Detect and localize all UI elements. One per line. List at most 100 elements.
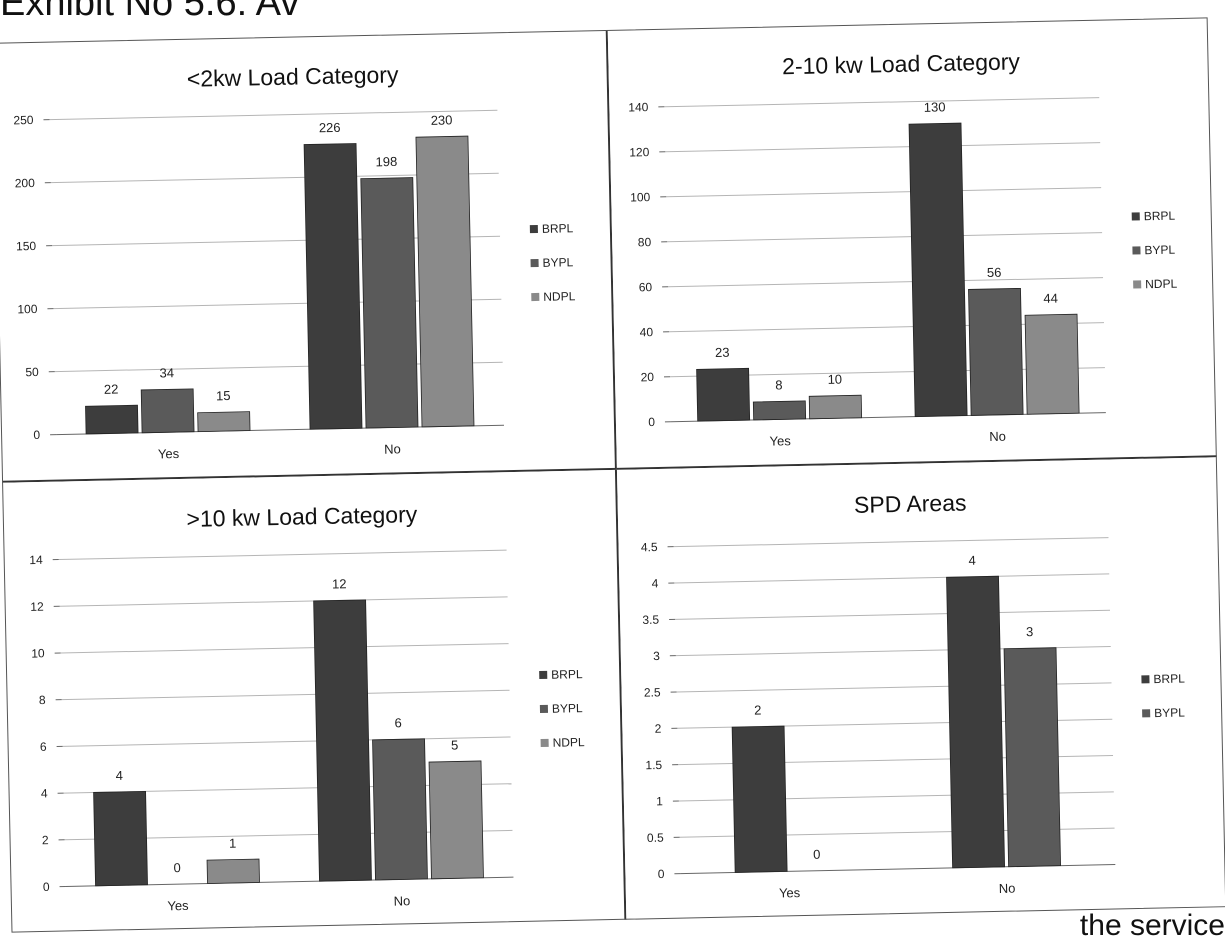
data-label: 230 [431,112,453,127]
y-tick-label: 8 [39,693,46,707]
chart-2-10kw: 2-10 kw Load Category0204060801001201402… [608,17,1217,467]
y-tick-label: 2 [42,833,49,847]
legend-swatch [530,225,538,233]
gridline [675,610,1110,619]
y-tick-label: 100 [630,190,651,204]
x-category-label: Yes [769,433,791,448]
data-label: 226 [319,120,341,135]
data-label: 15 [216,388,231,403]
y-tick-label: 0 [43,880,50,894]
bar-bypl-no [1004,648,1061,867]
gridline [62,690,510,699]
data-label: 2 [754,703,762,718]
bar-brpl-no [947,576,1005,868]
x-category-label: Yes [167,898,189,913]
chart-title: <2kw Load Category [187,61,400,91]
y-tick-label: 3.5 [642,613,659,627]
y-tick-label: 3 [653,649,660,663]
legend-label: BYPL [1144,243,1175,258]
y-tick-label: 1 [656,794,663,808]
exhibit-heading: Exhibit No 5.6: Av [0,0,299,25]
y-tick-label: 2.5 [644,685,661,699]
legend-label: BRPL [551,667,583,682]
bar-bypl-no [373,739,428,880]
gridline [666,188,1101,197]
legend-label: BRPL [1153,671,1185,686]
gridline [674,574,1109,583]
legend-swatch [531,259,539,267]
y-tick-label: 0 [33,428,40,442]
data-label: 1 [229,836,237,851]
bar-ndpl-no [416,136,474,427]
bar-ndpl-yes [207,859,259,883]
bar-bypl-yes [753,401,805,420]
y-tick-label: 40 [640,325,654,339]
legend-swatch [540,705,548,713]
y-tick-label: 200 [15,176,36,190]
data-label: 5 [451,737,459,752]
y-tick-label: 120 [629,145,650,159]
y-tick-label: 20 [641,370,655,384]
bar-ndpl-yes [198,412,250,432]
y-tick-label: 2 [655,722,662,736]
y-tick-label: 0 [648,415,655,429]
chart-title: 2-10 kw Load Category [782,48,1021,79]
bar-bypl-yes [141,389,194,433]
x-category-label: No [393,893,410,908]
legend-label: BRPL [1144,209,1176,224]
gridline [60,597,508,606]
y-tick-label: 4 [651,576,658,590]
bar-bypl-no [968,288,1023,415]
gridline [63,737,511,746]
bar-brpl-yes [94,791,148,885]
y-tick-label: 0 [658,867,665,881]
legend-label: NDPL [553,735,586,750]
y-tick-label: 60 [639,280,653,294]
data-label: 198 [375,154,397,169]
gridline [667,233,1102,242]
data-label: 34 [159,365,174,380]
data-label: 22 [104,382,119,397]
data-label: 130 [924,99,946,114]
chart-spd-areas: SPD Areas00.511.522.533.544.520Yes43NoBR… [617,457,1225,919]
bar-brpl-yes [732,726,787,872]
x-category-label: Yes [779,885,801,900]
y-tick-label: 4 [41,786,48,800]
data-label: 44 [1043,291,1058,306]
legend-swatch [539,671,547,679]
gridline [674,538,1109,547]
bar-brpl-yes [85,405,138,434]
y-tick-label: 1.5 [645,758,662,772]
chart-title: SPD Areas [854,490,967,518]
data-label: 4 [115,768,123,783]
chart-title: >10 kw Load Category [186,501,418,532]
y-tick-label: 140 [628,100,649,114]
data-label: 3 [1026,624,1034,639]
legend-label: NDPL [1145,277,1178,292]
data-label: 4 [968,553,976,568]
gridline [668,278,1103,287]
bar-ndpl-yes [809,395,861,419]
legend-swatch [1132,212,1140,220]
x-category-label: No [989,429,1006,444]
data-label: 0 [173,860,181,875]
x-category-label: No [999,881,1016,896]
bar-brpl-no [314,600,372,881]
data-label: 8 [775,377,783,392]
bar-brpl-no [909,123,967,417]
legend-label: BRPL [542,221,574,236]
data-label: 6 [394,715,402,730]
y-tick-label: 250 [13,113,34,127]
y-tick-label: 100 [17,302,38,316]
legend-swatch [1132,246,1140,254]
legend-label: BYPL [552,701,583,716]
bar-ndpl-no [429,761,483,879]
data-label: 12 [332,576,347,591]
legend-swatch [1141,675,1149,683]
legend-swatch [1133,280,1141,288]
chart-gt10kw: >10 kw Load Category02468101214401Yes126… [2,470,624,933]
gridline [59,550,507,559]
legend-swatch [541,739,549,747]
